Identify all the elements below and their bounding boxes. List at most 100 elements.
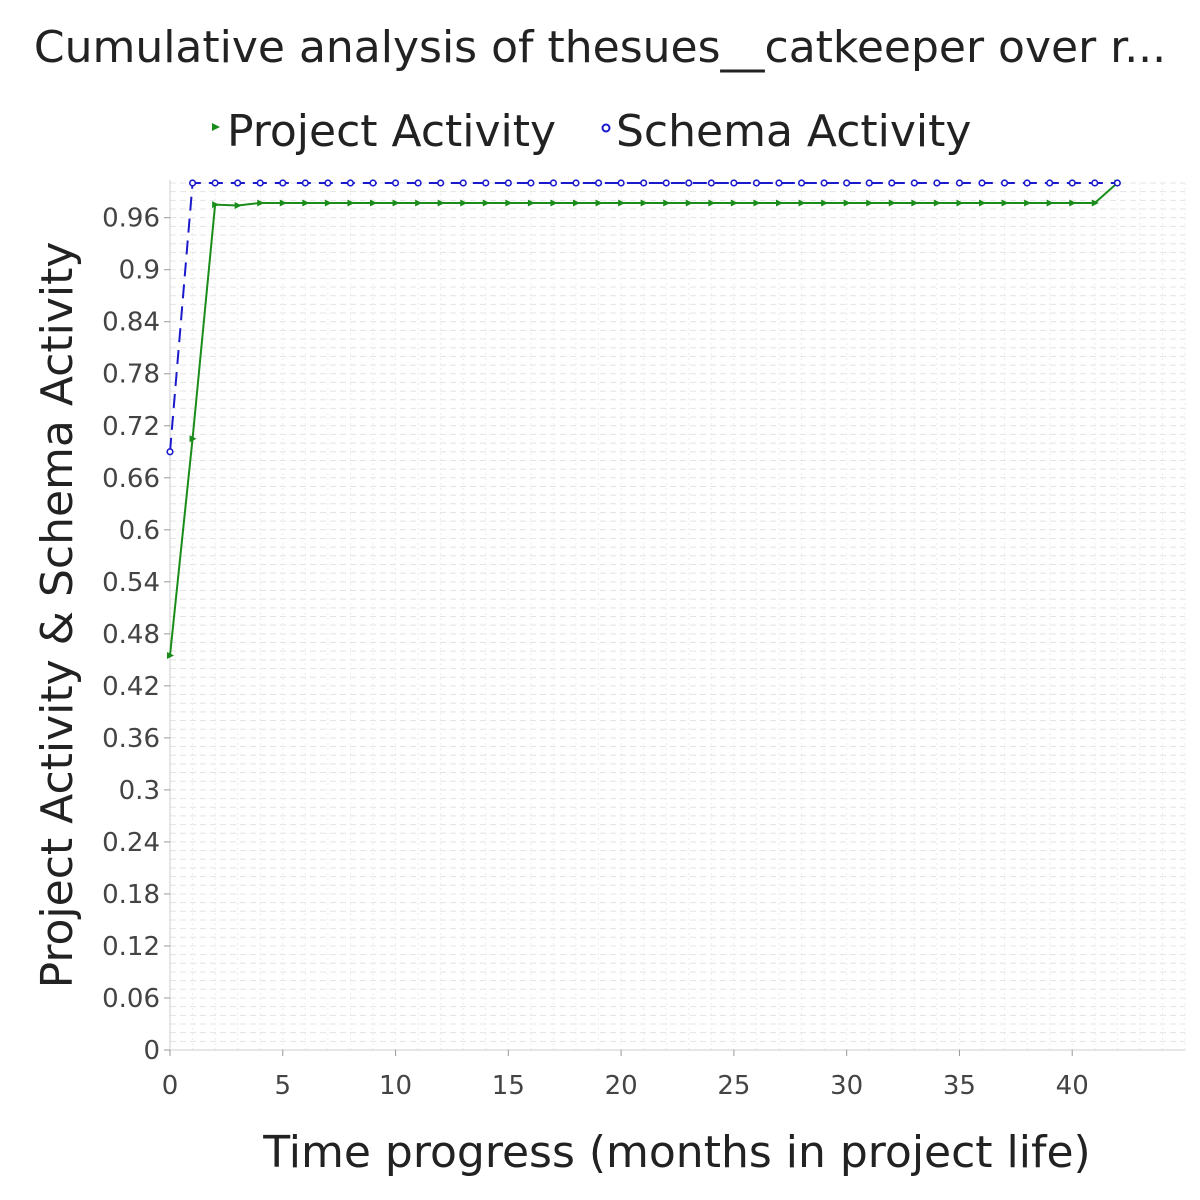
data-point-project-activity <box>933 199 941 207</box>
data-point-schema-activity <box>662 179 670 187</box>
x-tick-label: 30 <box>830 1071 863 1101</box>
y-tick-label: 0.96 <box>102 204 160 234</box>
data-point-project-activity <box>843 199 851 207</box>
data-point-project-activity <box>279 199 287 207</box>
data-point-schema-activity <box>234 179 242 187</box>
y-tick-label: 0.48 <box>102 620 160 650</box>
data-point-project-activity <box>663 199 671 207</box>
data-point-project-activity <box>527 199 535 207</box>
data-point-project-activity <box>798 199 806 207</box>
data-point-schema-activity <box>1000 179 1009 187</box>
x-tick-label: 25 <box>717 1071 750 1101</box>
data-point-project-activity <box>685 199 693 207</box>
y-tick-label: 0.12 <box>102 932 160 962</box>
data-point-project-activity <box>324 199 332 207</box>
y-ticks: 0 0.06 0.12 0.18 0.24 0.3 0.36 0.42 0.48 0.54 0.6 0… <box>102 204 170 1066</box>
x-tick-label: 5 <box>275 1071 292 1101</box>
x-tick-label: 15 <box>492 1071 525 1101</box>
data-point-schema-activity <box>346 179 355 187</box>
data-point-project-activity <box>573 199 580 207</box>
data-point-project-activity <box>460 199 468 207</box>
data-point-schema-activity <box>482 179 490 187</box>
data-point-project-activity <box>167 652 174 660</box>
data-point-schema-activity <box>617 179 625 187</box>
x-tick-label: 0 <box>162 1071 179 1101</box>
data-point-project-activity <box>1046 199 1054 207</box>
plot-area: 0 0.06 0.12 0.18 0.24 0.3 0.36 0.42 0.48 0.54 0.6 0… <box>102 179 1186 1101</box>
data-point-project-activity <box>730 199 738 207</box>
y-tick-label: 0.6 <box>119 516 160 546</box>
data-point-schema-activity <box>730 179 738 187</box>
data-point-schema-activity <box>1023 179 1031 187</box>
y-tick-label: 0.66 <box>102 464 160 494</box>
legend-marker-schema-activity <box>601 123 611 133</box>
data-point-schema-activity <box>978 179 986 187</box>
x-tick-label: 35 <box>943 1071 976 1101</box>
data-point-project-activity <box>415 199 423 207</box>
data-point-schema-activity <box>437 179 445 187</box>
data-point-schema-activity <box>166 448 174 456</box>
data-point-project-activity <box>234 202 242 210</box>
y-tick-label: 0.06 <box>102 984 160 1014</box>
data-point-project-activity <box>753 199 761 207</box>
data-point-schema-activity <box>301 179 309 187</box>
data-point-schema-activity <box>865 179 873 187</box>
data-point-project-activity <box>482 199 490 207</box>
data-point-schema-activity <box>707 179 715 187</box>
data-point-project-activity <box>257 199 265 207</box>
data-point-project-activity <box>1024 199 1032 207</box>
data-point-project-activity <box>302 199 310 207</box>
data-point-schema-activity <box>391 179 400 187</box>
data-point-schema-activity <box>1068 179 1076 187</box>
data-point-project-activity <box>888 199 896 207</box>
grid <box>170 182 1186 1050</box>
data-point-schema-activity <box>1113 179 1121 187</box>
data-point-schema-activity <box>211 179 219 187</box>
y-tick-label: 0.18 <box>102 880 160 910</box>
data-point-schema-activity <box>775 179 783 187</box>
x-tick-label: 40 <box>1056 1071 1089 1101</box>
y-tick-label: 0.3 <box>119 776 160 806</box>
data-point-schema-activity <box>843 179 851 187</box>
data-point-schema-activity <box>572 179 580 187</box>
data-point-project-activity <box>595 199 603 207</box>
data-point-project-activity <box>979 199 986 207</box>
data-point-schema-activity <box>279 179 287 187</box>
x-ticks: 0 5 10 15 20 25 30 35 40 <box>162 1050 1089 1101</box>
data-point-project-activity <box>370 199 377 207</box>
data-point-project-activity <box>1091 199 1099 207</box>
legend-marker-project-activity <box>212 123 220 131</box>
x-tick-label: 10 <box>379 1071 412 1101</box>
data-point-project-activity <box>708 199 716 207</box>
data-point-schema-activity <box>549 179 558 187</box>
data-point-project-activity <box>911 199 919 207</box>
data-point-project-activity <box>640 199 648 207</box>
data-point-project-activity <box>821 199 829 207</box>
legend-item-project-activity: Project Activity <box>212 106 556 157</box>
data-point-project-activity <box>776 199 783 207</box>
x-axis-label: Time progress (months in project life) <box>262 1127 1090 1178</box>
data-point-project-activity <box>866 199 874 207</box>
data-point-project-activity <box>505 199 513 207</box>
y-tick-label: 0.72 <box>102 412 160 442</box>
data-point-schema-activity <box>820 179 828 187</box>
chart-title: Cumulative analysis of thesues__catkeepe… <box>34 22 1166 73</box>
data-point-schema-activity <box>640 179 648 187</box>
data-point-schema-activity <box>594 179 603 187</box>
y-tick-label: 0.42 <box>102 672 160 702</box>
data-point-project-activity <box>618 199 626 207</box>
y-tick-label: 0.78 <box>102 360 160 390</box>
x-tick-label: 20 <box>605 1071 638 1101</box>
data-point-schema-activity <box>188 179 197 187</box>
data-point-schema-activity <box>414 179 422 187</box>
data-point-project-activity <box>1001 199 1009 207</box>
y-tick-label: 0 <box>143 1036 160 1066</box>
data-point-project-activity <box>212 201 220 209</box>
data-point-schema-activity <box>752 179 761 187</box>
data-point-schema-activity <box>369 179 377 187</box>
data-point-schema-activity <box>1091 179 1099 187</box>
data-point-schema-activity <box>797 179 806 187</box>
y-tick-label: 0.36 <box>102 724 160 754</box>
data-point-schema-activity <box>504 179 512 187</box>
